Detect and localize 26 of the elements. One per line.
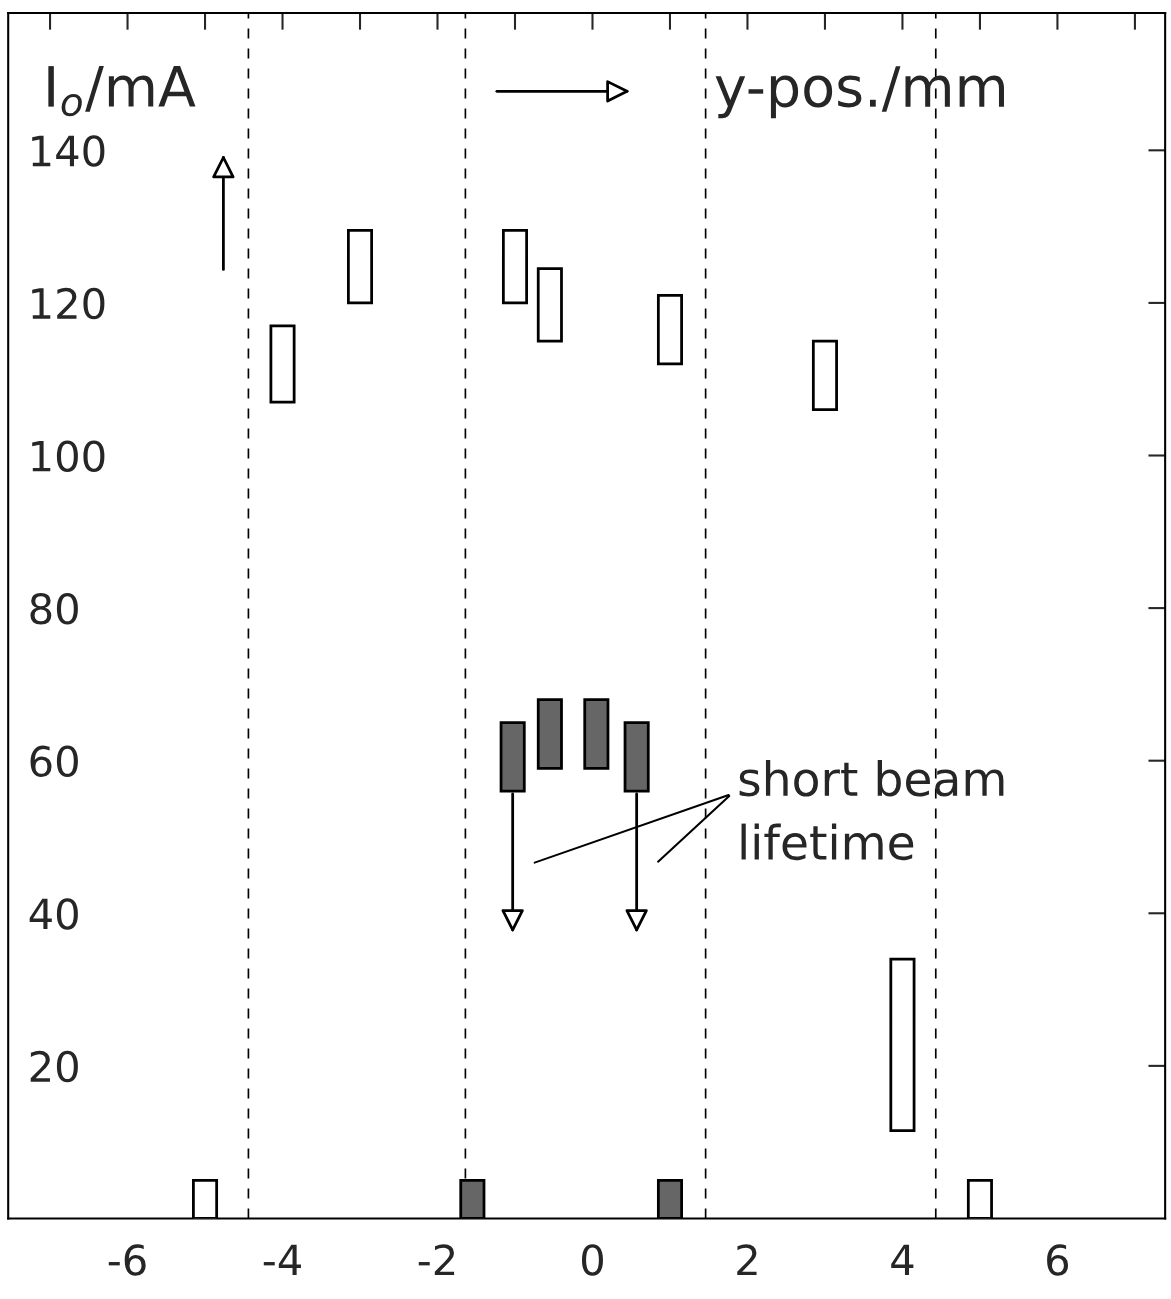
x-tick-label: 6 — [1047, 1244, 1069, 1276]
x-axis-title: y-pos./mm — [715, 66, 1004, 119]
bar — [346, 229, 374, 305]
y-tick-label: 140 — [32, 135, 105, 167]
bar — [269, 324, 296, 404]
y-tick-label: 80 — [30, 593, 78, 625]
y-tick-label: 100 — [32, 440, 105, 472]
x-tick-label: 0 — [581, 1244, 603, 1276]
x-tick-label: -2 — [418, 1244, 455, 1276]
bar — [501, 229, 529, 305]
y-tick-label: 40 — [29, 898, 78, 930]
bar — [811, 339, 838, 412]
bar — [583, 698, 610, 770]
bar — [536, 267, 563, 343]
y-axis-title: I$_{o}$/mA — [48, 66, 196, 117]
bar — [889, 957, 916, 1133]
annotation: short beam lifetime — [739, 759, 1004, 861]
bar — [536, 698, 563, 770]
bar — [656, 293, 683, 366]
x-tick-label: -4 — [263, 1244, 301, 1276]
y-tick-label: 20 — [30, 1050, 78, 1083]
y-tick-label: 120 — [32, 287, 105, 320]
x-tick-label: 2 — [737, 1244, 757, 1276]
x-tick-label: -6 — [108, 1244, 146, 1276]
y-tick-label: 60 — [30, 745, 78, 778]
x-tick-label: 4 — [891, 1244, 914, 1276]
